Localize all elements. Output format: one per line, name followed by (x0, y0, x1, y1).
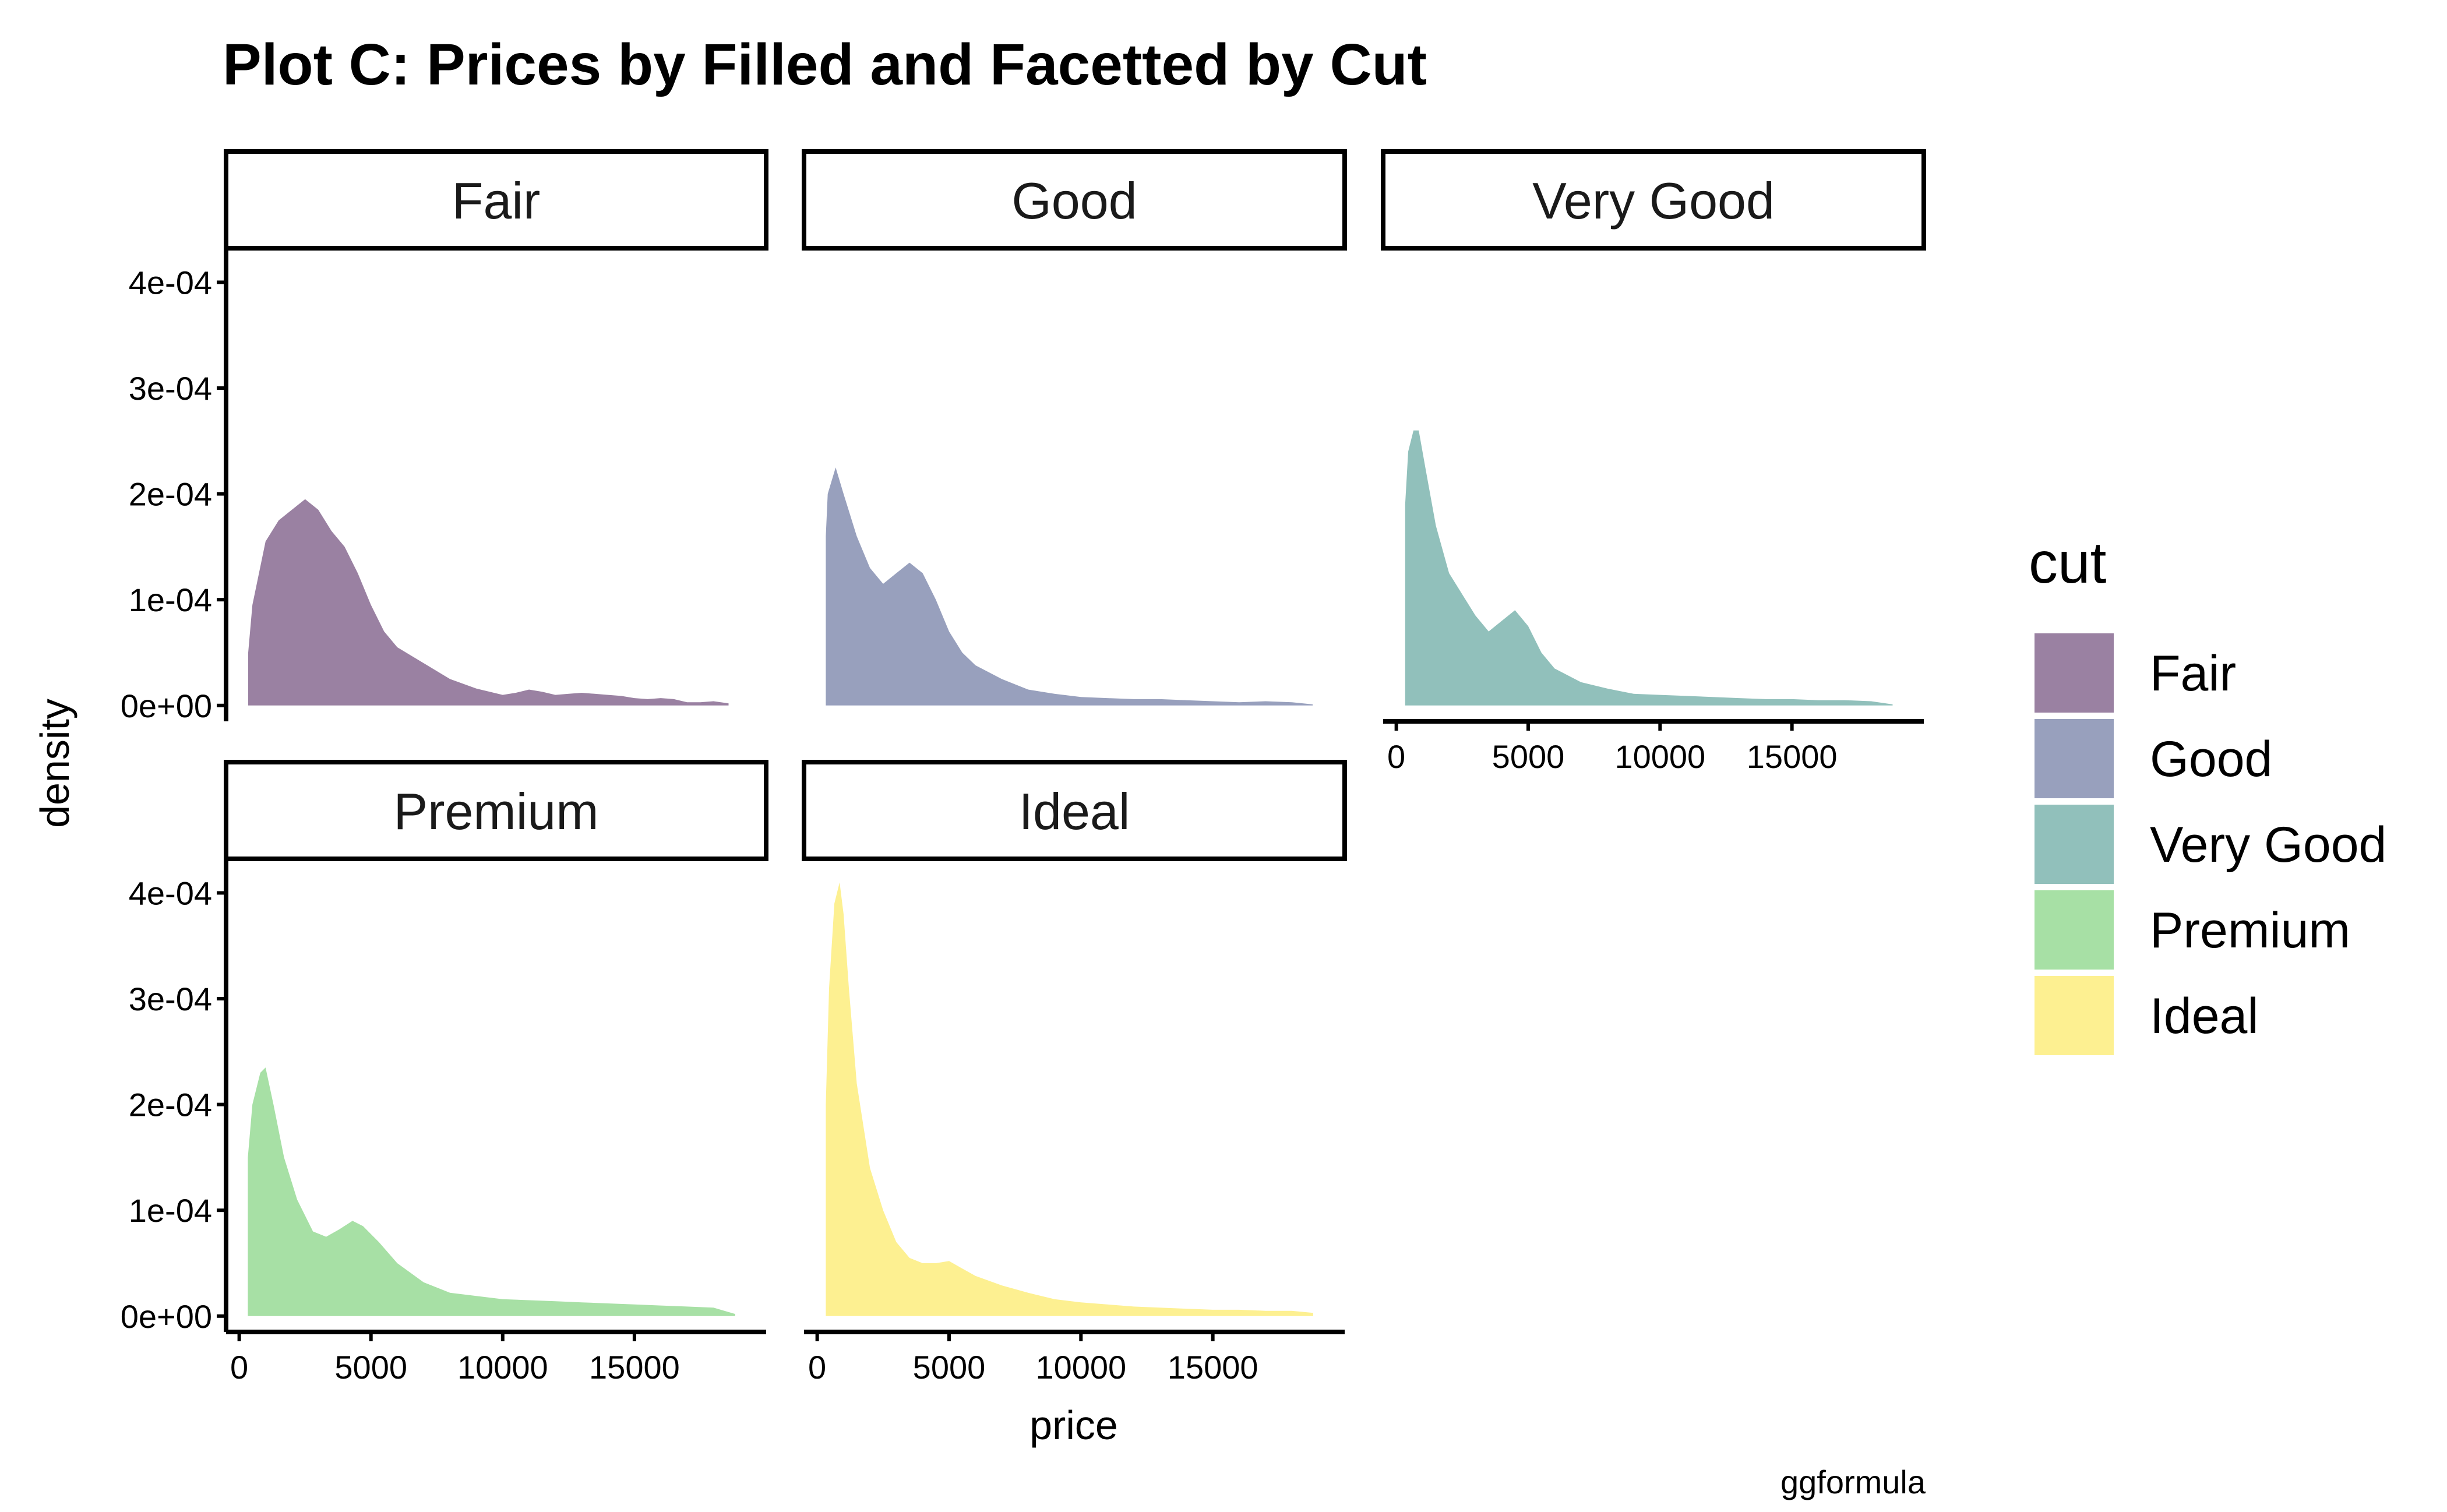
x-tick-label: 5000 (913, 1349, 986, 1386)
y-tick-label: 4e-04 (129, 264, 212, 301)
density-area-ideal (826, 882, 1313, 1316)
chart-title: Plot C: Prices by Filled and Facetted by… (223, 32, 1427, 97)
strip-label-premium: Premium (393, 783, 598, 840)
legend-item-ideal: Ideal (2035, 976, 2259, 1055)
legend-swatch-fair (2035, 633, 2114, 713)
caption: ggformula (1780, 1464, 1926, 1500)
strip-fair (224, 149, 768, 251)
y-tick-label: 3e-04 (129, 981, 212, 1017)
y-tick-label: 1e-04 (129, 1192, 212, 1229)
legend-swatch-premium (2035, 890, 2114, 970)
panel-fair: Fair 0e+00 1e-04 2e-04 3e-04 4e-04 (121, 149, 768, 724)
y-axis-title: density (32, 699, 77, 828)
x-tick-label: 5000 (334, 1349, 407, 1386)
x-tick-label: 10000 (1035, 1349, 1126, 1386)
y-tick-label: 2e-04 (129, 1087, 212, 1123)
legend-label-very-good: Very Good (2150, 817, 2386, 873)
legend-item-good: Good (2035, 719, 2272, 798)
legend-label-fair: Fair (2150, 646, 2236, 702)
x-tick-label: 15000 (589, 1349, 680, 1386)
legend-swatch-good (2035, 719, 2114, 798)
legend-item-fair: Fair (2035, 633, 2236, 713)
density-area-fair (248, 499, 729, 706)
legend-label-premium: Premium (2150, 903, 2350, 958)
legend-label-good: Good (2150, 731, 2272, 787)
legend-item-very-good: Very Good (2035, 805, 2386, 884)
x-tick-label: 15000 (1747, 738, 1838, 775)
x-tick-label: 0 (230, 1349, 248, 1386)
x-tick-label: 0 (1387, 738, 1405, 775)
x-tick-label: 10000 (1614, 738, 1705, 775)
panel-ideal: Ideal 0 5000 10000 15000 (802, 760, 1347, 1386)
density-area-premium (248, 1067, 735, 1316)
panel-good: Good (802, 149, 1347, 706)
y-tick-label: 2e-04 (129, 476, 212, 513)
legend: Fair Good Very Good Premium Ideal (2035, 633, 2386, 1055)
panel-premium: Premium 0e+00 1e-04 2e-04 3e-04 4e-04 0 5000 100… (121, 760, 768, 1386)
strip-good (802, 149, 1347, 251)
strip-ideal (802, 760, 1347, 861)
y-tick-label: 4e-04 (129, 875, 212, 911)
x-tick-label: 15000 (1168, 1349, 1258, 1386)
strip-premium (224, 760, 768, 861)
x-tick-label: 5000 (1492, 738, 1565, 775)
density-area-good (826, 467, 1313, 706)
legend-label-ideal: Ideal (2150, 988, 2259, 1044)
legend-swatch-ideal (2035, 976, 2114, 1055)
strip-label-fair: Fair (452, 172, 541, 230)
y-tick-label: 3e-04 (129, 370, 212, 407)
legend-swatch-very-good (2035, 805, 2114, 884)
x-tick-label: 10000 (457, 1349, 548, 1386)
y-tick-label: 0e+00 (121, 688, 212, 724)
x-tick-label: 0 (808, 1349, 826, 1386)
facet-panels: Fair 0e+00 1e-04 2e-04 3e-04 4e-04 Good Very Go… (121, 149, 1926, 1386)
panel-very-good: Very Good 0 5000 10000 15000 (1381, 149, 1926, 775)
density-area-very-good (1405, 430, 1893, 706)
legend-item-premium: Premium (2035, 890, 2350, 970)
strip-label-good: Good (1011, 172, 1137, 230)
y-tick-label: 0e+00 (121, 1298, 212, 1335)
strip-label-very-good: Very Good (1532, 172, 1775, 230)
strip-very-good (1381, 149, 1926, 251)
strip-label-ideal: Ideal (1019, 783, 1130, 840)
legend-title: cut (2029, 530, 2107, 595)
y-tick-label: 1e-04 (129, 581, 212, 618)
x-axis-title: price (1029, 1402, 1118, 1448)
